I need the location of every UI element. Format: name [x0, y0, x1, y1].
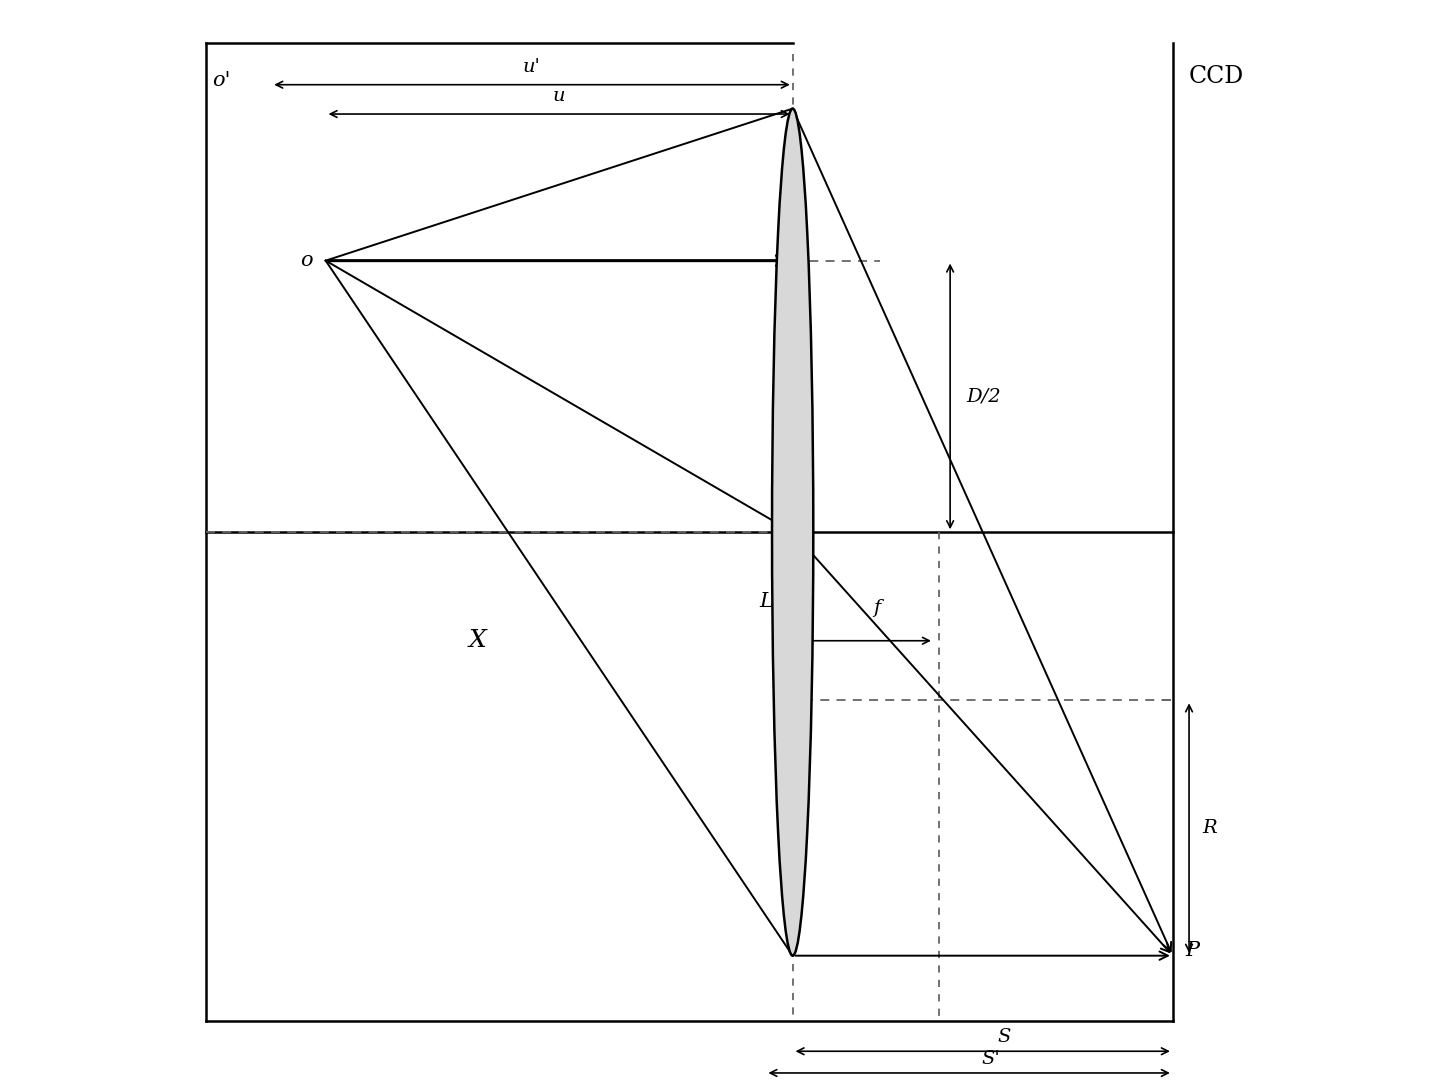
Text: u': u' [524, 58, 541, 76]
Text: o': o' [211, 71, 230, 89]
Text: L: L [760, 592, 773, 610]
Text: o: o [300, 251, 313, 270]
Text: D/2: D/2 [966, 388, 1001, 405]
Text: u: u [553, 87, 566, 105]
Text: CCD: CCD [1189, 65, 1244, 88]
Text: P: P [1186, 940, 1200, 960]
Text: X: X [469, 629, 486, 653]
Text: f: f [873, 598, 880, 617]
Text: S': S' [982, 1049, 1000, 1068]
Text: S: S [998, 1027, 1011, 1046]
Ellipse shape [773, 109, 813, 956]
Text: R: R [1202, 819, 1216, 837]
